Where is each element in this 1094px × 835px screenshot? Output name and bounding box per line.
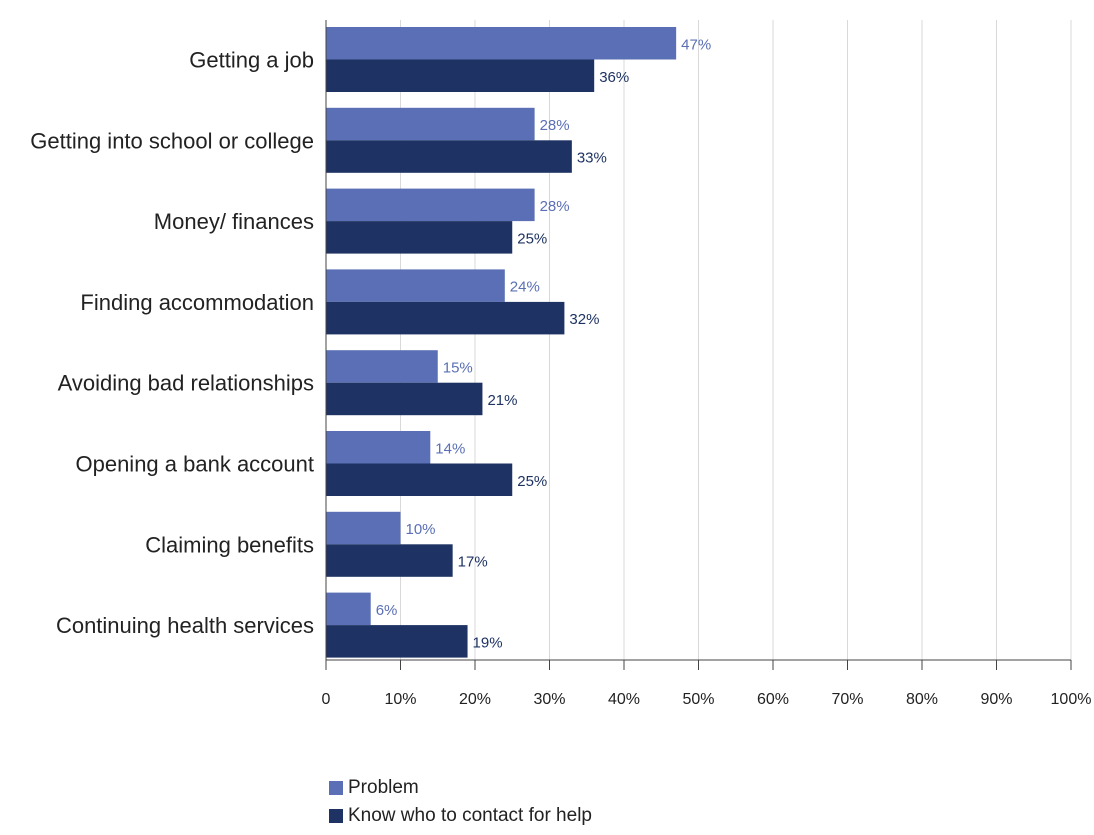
bar-problem (326, 431, 431, 464)
legend-item-problem: Problem (329, 774, 592, 802)
bar-problem (326, 350, 438, 383)
data-label: 32% (569, 311, 599, 328)
legend-swatch-problem (329, 781, 343, 795)
x-tick-label: 70% (831, 691, 863, 708)
legend-label-problem: Problem (348, 777, 419, 798)
data-label: 25% (517, 230, 547, 247)
data-label: 47% (681, 36, 711, 53)
data-label: 10% (406, 521, 436, 538)
legend-label-contact: Know who to contact for help (348, 805, 592, 826)
legend-item-contact: Know who to contact for help (329, 802, 592, 830)
x-tick-label: 60% (757, 691, 789, 708)
bar-problem (326, 27, 677, 60)
bar-contact (326, 301, 565, 335)
x-tick-label: 40% (608, 691, 640, 708)
data-label: 36% (599, 69, 629, 86)
data-label: 6% (376, 602, 398, 619)
category-label: Finding accommodation (80, 290, 314, 315)
x-axis: 0 10% 20% 30% 40% 50% 60% 70% 80% 90% 100% (322, 20, 1092, 708)
data-label: 17% (458, 554, 488, 571)
bar-problem (326, 269, 505, 302)
data-label: 33% (577, 150, 607, 167)
x-tick-label: 30% (533, 691, 565, 708)
category-label: Getting a job (189, 48, 314, 73)
bar-contact (326, 382, 483, 416)
x-tick-label: 20% (459, 691, 491, 708)
data-label: 21% (487, 392, 517, 409)
bar-problem (326, 188, 535, 222)
legend: Problem Know who to contact for help (329, 774, 592, 830)
category-label: Claiming benefits (145, 532, 314, 557)
bars: 47% 36% 28% 33% 28% 25% 24% 32% 15% 21% 14% 25% 10% 1… (326, 27, 711, 658)
bar-contact (326, 463, 513, 496)
category-label: Avoiding bad relationships (58, 371, 314, 396)
data-label: 25% (517, 473, 547, 490)
category-label: Money/ finances (154, 209, 314, 234)
x-tick-label: 50% (682, 691, 714, 708)
x-tick-label: 100% (1051, 691, 1092, 708)
x-tick-label: 10% (384, 691, 416, 708)
bar-problem (326, 592, 371, 626)
bar-chart: 47% 36% 28% 33% 28% 25% 24% 32% 15% 21% 14% 25% 10% 1… (30, 20, 1092, 708)
category-labels: Getting a job Getting into school or coll… (30, 48, 314, 639)
x-tick-label: 80% (906, 691, 938, 708)
bar-contact (326, 544, 453, 577)
bar-problem (326, 107, 535, 141)
data-label: 28% (540, 117, 570, 134)
bar-contact (326, 625, 468, 658)
x-tick-label: 0 (322, 691, 331, 708)
bar-problem (326, 511, 401, 545)
category-label: Opening a bank account (75, 452, 314, 477)
x-tick-label: 90% (980, 691, 1012, 708)
data-label: 14% (435, 440, 465, 457)
data-label: 24% (510, 279, 540, 296)
legend-swatch-contact (329, 809, 343, 823)
category-label: Continuing health services (56, 613, 314, 638)
data-label: 15% (443, 359, 473, 376)
data-label: 19% (473, 634, 503, 651)
bar-contact (326, 221, 513, 254)
category-label: Getting into school or college (30, 128, 314, 153)
data-label: 28% (540, 198, 570, 215)
bar-contact (326, 59, 595, 92)
bar-contact (326, 140, 572, 173)
